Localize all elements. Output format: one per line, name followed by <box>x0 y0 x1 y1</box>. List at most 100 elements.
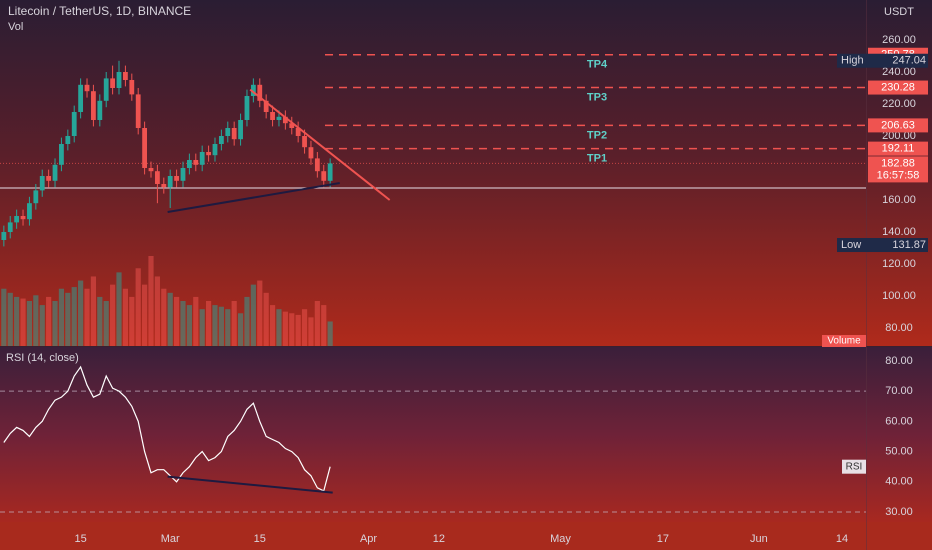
volume-bar <box>141 284 148 346</box>
candle-body <box>174 176 179 181</box>
rsi-tick-label: 50.00 <box>885 445 913 457</box>
rsi-title: RSI (14, close) <box>6 352 79 364</box>
level-tag <box>868 141 928 156</box>
volume-bar <box>199 309 205 346</box>
chart-title: Litecoin / TetherUS, 1D, BINANCE <box>8 4 191 18</box>
candle-body <box>123 72 128 80</box>
candle-body <box>91 91 96 120</box>
volume-bar <box>263 292 269 346</box>
candle-body <box>282 116 288 124</box>
volume-bar <box>135 268 141 346</box>
candle-body <box>116 72 122 88</box>
volume-bar <box>71 287 77 346</box>
candle-body <box>238 120 243 140</box>
volume-bar <box>90 276 97 346</box>
rsi-tag-text: RSI <box>846 461 863 472</box>
trendline <box>249 88 391 201</box>
level-name: TP1 <box>587 153 607 165</box>
volume-bar <box>186 305 192 346</box>
candle-body <box>314 158 320 172</box>
y-tick-label: 240.00 <box>882 66 916 78</box>
y-tick-label: 140.00 <box>882 226 916 238</box>
volume-bar <box>237 313 244 346</box>
rsi-tick-label: 80.00 <box>885 355 913 367</box>
candle-body <box>27 203 32 220</box>
high-label-text: High <box>841 55 864 67</box>
low-label-text: Low <box>841 239 861 251</box>
candle-body <box>212 144 218 156</box>
low-label-value: 131.87 <box>892 239 926 251</box>
candle-body <box>71 112 77 136</box>
candle-body <box>97 100 103 120</box>
rsi-line <box>3 365 331 492</box>
volume-bar <box>110 284 116 346</box>
candle-body <box>276 116 282 120</box>
candle-body <box>84 84 90 92</box>
volume-bar <box>7 292 13 346</box>
candle-body <box>7 222 13 232</box>
time-axis <box>0 522 932 550</box>
candle-body <box>199 152 205 165</box>
volume-bar <box>97 296 103 346</box>
rsi-tick-label: 40.00 <box>885 476 913 488</box>
volume-bar <box>116 272 122 346</box>
low-label-tag <box>837 238 928 253</box>
candle-body <box>225 128 231 136</box>
candle-body <box>193 160 199 165</box>
volume-bar <box>26 301 33 346</box>
candle-body <box>270 112 275 120</box>
volume-bar <box>20 298 26 346</box>
candle-body <box>302 136 307 148</box>
volume-bar <box>308 317 314 346</box>
volume-bar <box>231 301 237 346</box>
rsi-tick-label: 30.00 <box>885 506 913 518</box>
candle-body <box>154 171 160 184</box>
rsi-tick-label: 70.00 <box>885 385 913 397</box>
candle-body <box>33 190 39 204</box>
volume-bar <box>148 256 154 346</box>
candle-body <box>135 94 141 128</box>
y-tick-label: 200.00 <box>882 130 916 142</box>
candle-body <box>186 160 192 168</box>
volume-bar <box>327 321 333 346</box>
candle-body <box>257 84 263 101</box>
rsi-trendline <box>167 475 333 494</box>
candle-body <box>110 78 116 88</box>
volume-bar <box>122 288 129 346</box>
level-name: TP4 <box>587 59 608 71</box>
volume-bar <box>244 296 250 346</box>
candle-body <box>39 176 45 191</box>
volume-bar <box>180 301 186 346</box>
high-label-tag <box>837 53 928 68</box>
x-tick-label: Mar <box>161 533 180 545</box>
rsi-pane <box>0 347 932 522</box>
candle-body <box>295 128 301 136</box>
last-time: 16:57:58 <box>877 169 920 181</box>
candle-body <box>1 232 7 240</box>
trendline <box>167 182 340 213</box>
volume-bar <box>225 309 231 346</box>
x-tick-label: 12 <box>433 533 445 545</box>
volume-bar <box>205 301 212 346</box>
volume-bar <box>129 296 135 346</box>
volume-bar <box>257 280 263 346</box>
candle-body <box>327 163 333 181</box>
volume-bar <box>65 292 71 346</box>
last-price: 182.88 <box>881 157 915 169</box>
x-tick-label: May <box>550 533 571 545</box>
volume-bar <box>1 288 7 346</box>
volume-bar <box>282 311 288 346</box>
candle-body <box>244 96 250 120</box>
candle-body <box>308 147 314 159</box>
volume-bar <box>289 313 295 346</box>
level-name: TP2 <box>587 129 607 141</box>
candle-body <box>180 168 186 181</box>
x-tick-label: Jun <box>750 533 768 545</box>
volume-bar <box>295 314 301 346</box>
level-name: TP3 <box>587 91 607 103</box>
y-tick-label: 120.00 <box>882 258 916 270</box>
volume-bar <box>218 306 224 346</box>
candle-body <box>78 84 84 112</box>
candle-body <box>231 128 237 140</box>
